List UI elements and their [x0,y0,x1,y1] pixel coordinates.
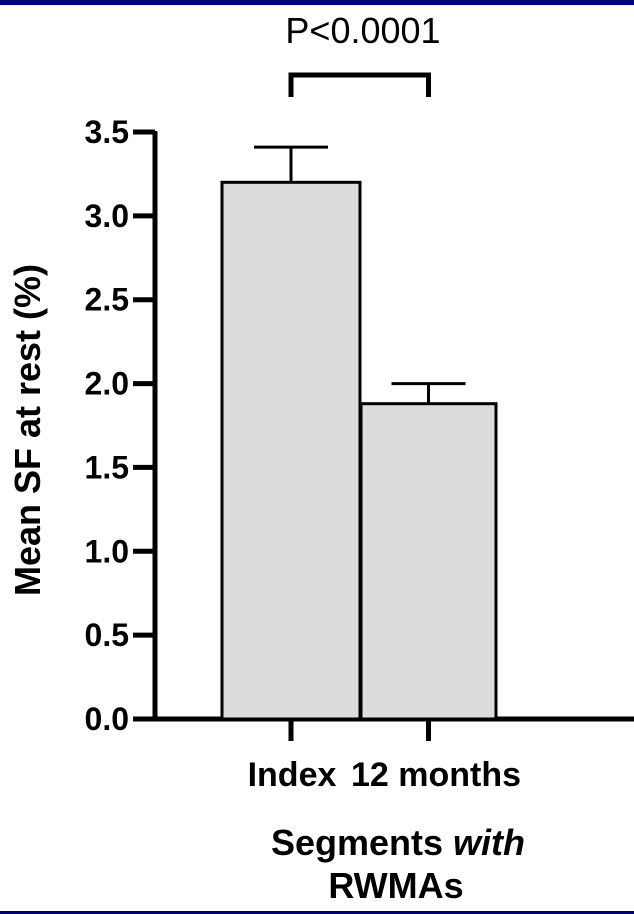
y-tick-label: 0.5 [85,617,129,653]
x-tick-label: Index [248,756,337,794]
bar-12-months [359,402,498,721]
y-tick-label: 3.5 [85,114,129,150]
significance-bracket [288,72,431,97]
y-tick-label: 2.5 [85,282,129,318]
y-tick-label: 0.0 [85,701,129,737]
x-axis-label-line2: RWMAs [328,865,463,906]
significance-label: P<0.0001 [285,10,440,51]
error-bars [254,145,466,404]
bracket-line [288,72,431,97]
chart-panel: 0.0 0.5 1.0 1.5 2.0 2.5 3.0 3.5 Index 12 months P… [0,5,634,911]
x-axis-label-line1: Segments with [271,822,525,863]
bars [220,180,498,721]
bar-chart: 0.0 0.5 1.0 1.5 2.0 2.5 3.0 3.5 Index 12 months P… [7,10,634,906]
y-tick-label: 3.0 [85,198,129,234]
y-axis-label: Mean SF at rest (%) [7,264,48,596]
y-tick-label: 1.5 [85,449,129,485]
x-axis-label-italic: with [453,822,525,863]
axes: 0.0 0.5 1.0 1.5 2.0 2.5 3.0 3.5 Index 12 months [85,114,634,794]
x-tick-label: 12 months [351,756,521,794]
x-axis-label-normal: Segments [271,822,453,863]
y-tick-label: 2.0 [85,366,129,402]
bar-index [220,180,362,721]
y-tick-label: 1.0 [85,533,129,569]
